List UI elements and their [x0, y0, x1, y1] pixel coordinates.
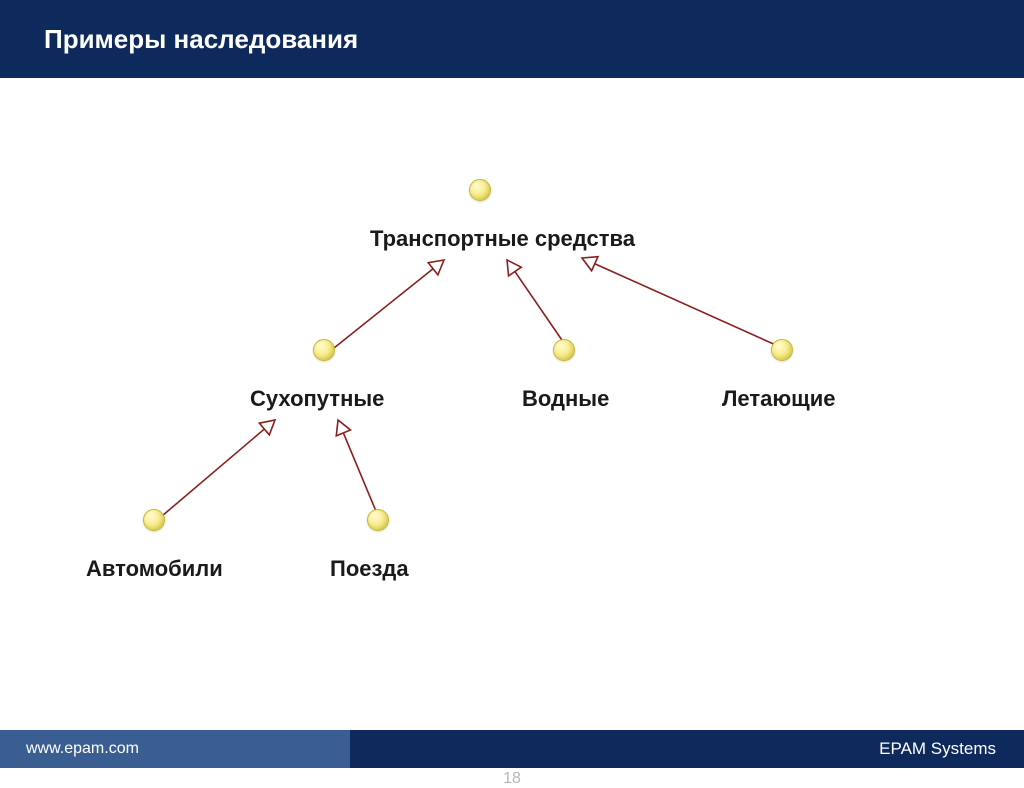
diagram-canvas: Транспортные средства Сухопутные Водные Лет… [0, 78, 1024, 698]
edge-arrowhead-1 [507, 260, 521, 276]
slide-header: Примеры наследования [0, 0, 1024, 78]
page-number: 18 [503, 770, 521, 787]
edge-line-4 [343, 433, 378, 516]
footer-company: EPAM Systems [879, 739, 996, 759]
node-label-root: Транспортные средства [370, 226, 635, 252]
footer-left: www.epam.com [0, 730, 350, 768]
edge-line-0 [334, 269, 433, 348]
footer-url: www.epam.com [26, 740, 139, 758]
node-label-trains: Поезда [330, 556, 409, 582]
node-circle-trains [367, 509, 389, 531]
node-label-land: Сухопутные [250, 386, 384, 412]
edge-arrowhead-3 [259, 420, 275, 435]
node-circle-root [469, 179, 491, 201]
edge-line-1 [515, 272, 566, 346]
node-circle-water [553, 339, 575, 361]
footer-right: EPAM Systems [350, 730, 1024, 768]
node-circle-air [771, 339, 793, 361]
node-label-water: Водные [522, 386, 609, 412]
slide-title: Примеры наследования [44, 24, 358, 55]
edge-arrowhead-2 [582, 257, 598, 271]
page-number-area: 18 [0, 770, 1024, 788]
inheritance-arrows [0, 78, 1024, 698]
edge-arrowhead-4 [336, 420, 350, 436]
edge-line-3 [162, 429, 264, 516]
node-circle-land [313, 339, 335, 361]
node-label-cars: Автомобили [86, 556, 223, 582]
node-label-air: Летающие [722, 386, 836, 412]
slide-footer: www.epam.com EPAM Systems 18 [0, 730, 1024, 768]
node-circle-cars [143, 509, 165, 531]
edge-line-2 [595, 264, 778, 346]
edge-arrowhead-0 [428, 260, 444, 275]
